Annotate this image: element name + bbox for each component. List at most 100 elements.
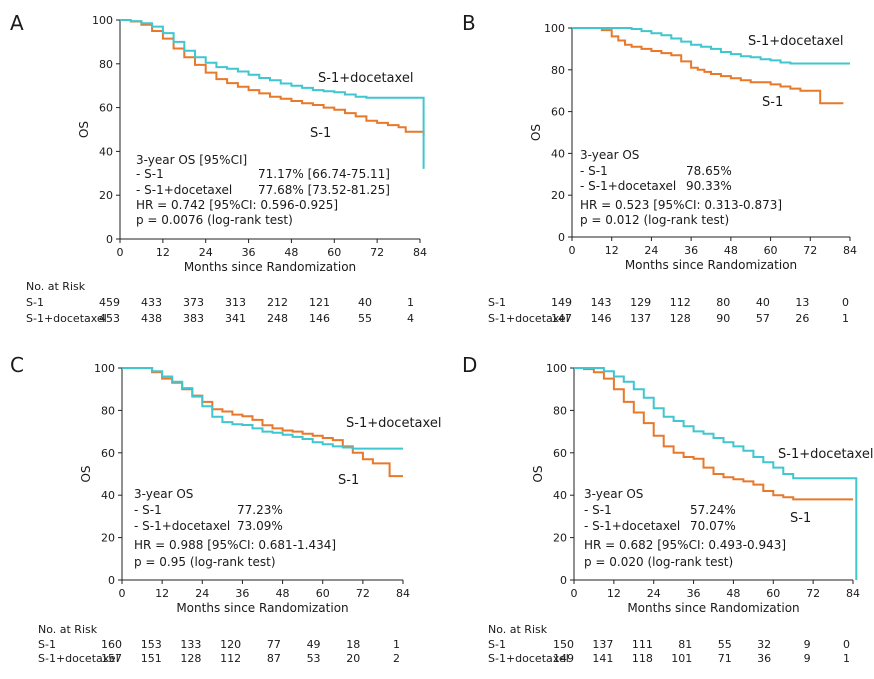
panel-a-plot: 0 20 40 60 80 100 0 12 24 36 48 60 72 84 Months since …: [77, 14, 427, 274]
panel-a: A 0 20 40 60 80 100 0 12 24 36 48 60 72 84 Months sinc…: [10, 11, 427, 325]
panel-b-risk-value: 143: [591, 296, 612, 309]
panel-b-risk-value: 146: [591, 312, 612, 325]
panel-b-y-tick-label: 40: [551, 147, 565, 160]
panel-a-risk-table: No. at Risk S-1 S-1+docetaxel: [26, 280, 107, 325]
panel-d-x-axis-label: Months since Randomization: [627, 601, 799, 615]
panel-a-y-axis-label: OS: [77, 121, 91, 138]
panel-a-risk-value: 438: [141, 312, 162, 325]
panel-c-annot-s1d: - S-1+docetaxel: [134, 519, 230, 533]
panel-b-risk-value: 128: [670, 312, 691, 325]
panel-a-x-tick-label: 12: [156, 246, 170, 259]
panel-d-y-axis-label: OS: [531, 465, 545, 482]
panel-c-risk-table: No. at Risk S-1 S-1+docetaxel: [38, 623, 119, 665]
panel-c-annot-title: 3-year OS: [134, 487, 193, 501]
panel-b-x-tick-label: 12: [605, 244, 619, 257]
panel-d-risk-value: 141: [592, 652, 613, 665]
panel-a-x-tick-label: 0: [117, 246, 124, 259]
panel-b-y-tick-label: 20: [551, 189, 565, 202]
panel-d-y-tick-label: 40: [553, 489, 567, 502]
panel-c-risk-value: 128: [180, 652, 201, 665]
panel-d-risk-value: 150: [553, 638, 574, 651]
panel-c-annot-p: p = 0.95 (log-rank test): [134, 555, 276, 569]
panel-d-annot-p: p = 0.020 (log-rank test): [584, 555, 733, 569]
panel-b-risk-value: 112: [670, 296, 691, 309]
panel-b-x-tick-label: 60: [764, 244, 778, 257]
panel-c-risk-value: 87: [267, 652, 281, 665]
panel-d-risk-table: No. at Risk S-1 S-1+docetaxel: [488, 623, 569, 665]
panel-b-risk-value: 147: [551, 312, 572, 325]
panel-b-annot-s1: - S-1: [580, 164, 608, 178]
panel-c-x-tick-label: 36: [235, 587, 249, 600]
panel-a-risk-value: 433: [141, 296, 162, 309]
panel-b-risk-label-s1: S-1: [488, 296, 506, 309]
panel-c-plot: 0 20 40 60 80 100 0 12 24 36 48 60 72 84 Months since …: [79, 362, 410, 615]
panel-c-risk-value: 151: [141, 652, 162, 665]
panel-a-label-s1d: S-1+docetaxel: [318, 71, 413, 86]
panel-d-x-tick-label: 0: [571, 587, 578, 600]
panel-d-risk-value: 137: [592, 638, 613, 651]
panel-c-risk-value: 18: [346, 638, 360, 651]
panel-c-risk-label-s1: S-1: [38, 638, 56, 651]
panel-c-risk-header: No. at Risk: [38, 623, 98, 636]
panel-a-risk-value: 121: [309, 296, 330, 309]
panel-d-risk-value: 32: [757, 638, 771, 651]
panel-a-y-tick-label: 40: [99, 145, 113, 158]
panel-d-y-tick-label: 80: [553, 404, 567, 417]
panel-a-x-tick-label: 84: [413, 246, 427, 259]
panel-a-label-s1: S-1: [310, 126, 331, 141]
panel-d-risk-value: 81: [678, 638, 692, 651]
panel-d-risk-label-s1: S-1: [488, 638, 506, 651]
panel-a-y-tick-label: 20: [99, 189, 113, 202]
panel-b-annot-s1d: - S-1+docetaxel: [580, 179, 676, 193]
panel-d-y-tick-label: 20: [553, 532, 567, 545]
panel-c-risk-value: 160: [101, 638, 122, 651]
panel-a-x-tick-label: 60: [327, 246, 341, 259]
panel-c-x-tick-label: 0: [119, 587, 126, 600]
panel-d-risk-value: 0: [843, 638, 850, 651]
panel-a-risk-value: 383: [183, 312, 204, 325]
panel-c-annot-s1: - S-1: [134, 503, 162, 517]
panel-c-risk-value: 153: [141, 638, 162, 651]
panel-b-curve-s1: [572, 27, 844, 105]
panel-c-annot-s1d-value: 73.09%: [237, 519, 283, 533]
panel-c-label-s1d: S-1+docetaxel: [346, 416, 441, 431]
panel-b-y-tick-label: 100: [544, 22, 565, 35]
panel-a-annot-s1: - S-1: [136, 167, 164, 181]
panel-a-annot-s1-value: 71.17% [66.74-75.11]: [258, 167, 390, 181]
panel-d-x-tick-label: 84: [846, 587, 860, 600]
panel-c-x-axis-label: Months since Randomization: [176, 601, 348, 615]
panel-c-x-tick-label: 60: [316, 587, 330, 600]
panel-b-annot-title: 3-year OS: [580, 148, 639, 162]
panel-c-y-tick-label: 80: [101, 404, 115, 417]
panel-d-annot-s1: - S-1: [584, 503, 612, 517]
panel-d-plot: 0 20 40 60 80 100 0 12 24 36 48 60 72 84 Months since …: [531, 362, 860, 615]
panel-c-risk-value: 120: [220, 638, 241, 651]
panel-a-risk-value: 4: [407, 312, 414, 325]
panel-b-x-tick-label: 36: [684, 244, 698, 257]
panel-d-risk-value: 118: [632, 652, 653, 665]
panel-d-y-tick-label: 0: [560, 574, 567, 587]
panel-d-annot-title: 3-year OS: [584, 487, 643, 501]
panel-c-risk-value: 20: [346, 652, 360, 665]
panel-a-x-axis-label: Months since Randomization: [184, 260, 356, 274]
panel-b-risk-value: 137: [630, 312, 651, 325]
panel-b-risk-value: 0: [842, 296, 849, 309]
panel-c-risk-value: 133: [180, 638, 201, 651]
panel-a-risk-value: 341: [225, 312, 246, 325]
panel-b-x-tick-label: 84: [843, 244, 857, 257]
panel-a-risk-value: 248: [267, 312, 288, 325]
panel-d-x-tick-label: 36: [687, 587, 701, 600]
panel-a-risk-label-s1d: S-1+docetaxel: [26, 312, 107, 325]
panel-b-risk-table: S-1 S-1+docetaxel: [488, 296, 569, 325]
panel-d-letter: D: [462, 353, 477, 377]
panel-a-x-tick-label: 48: [284, 246, 298, 259]
panel-b-risk-label-s1d: S-1+docetaxel: [488, 312, 569, 325]
panel-c-y-tick-label: 60: [101, 447, 115, 460]
panel-a-curve-s1-docetaxel: [120, 19, 425, 169]
panel-d-annot-s1-value: 57.24%: [690, 503, 736, 517]
panel-b-x-tick-label: 0: [569, 244, 576, 257]
panel-c-y-axis-label: OS: [79, 465, 93, 482]
panel-c-risk-value: 1: [393, 638, 400, 651]
panel-b-risk-value: 90: [716, 312, 730, 325]
panel-d-annot-s1d-value: 70.07%: [690, 519, 736, 533]
